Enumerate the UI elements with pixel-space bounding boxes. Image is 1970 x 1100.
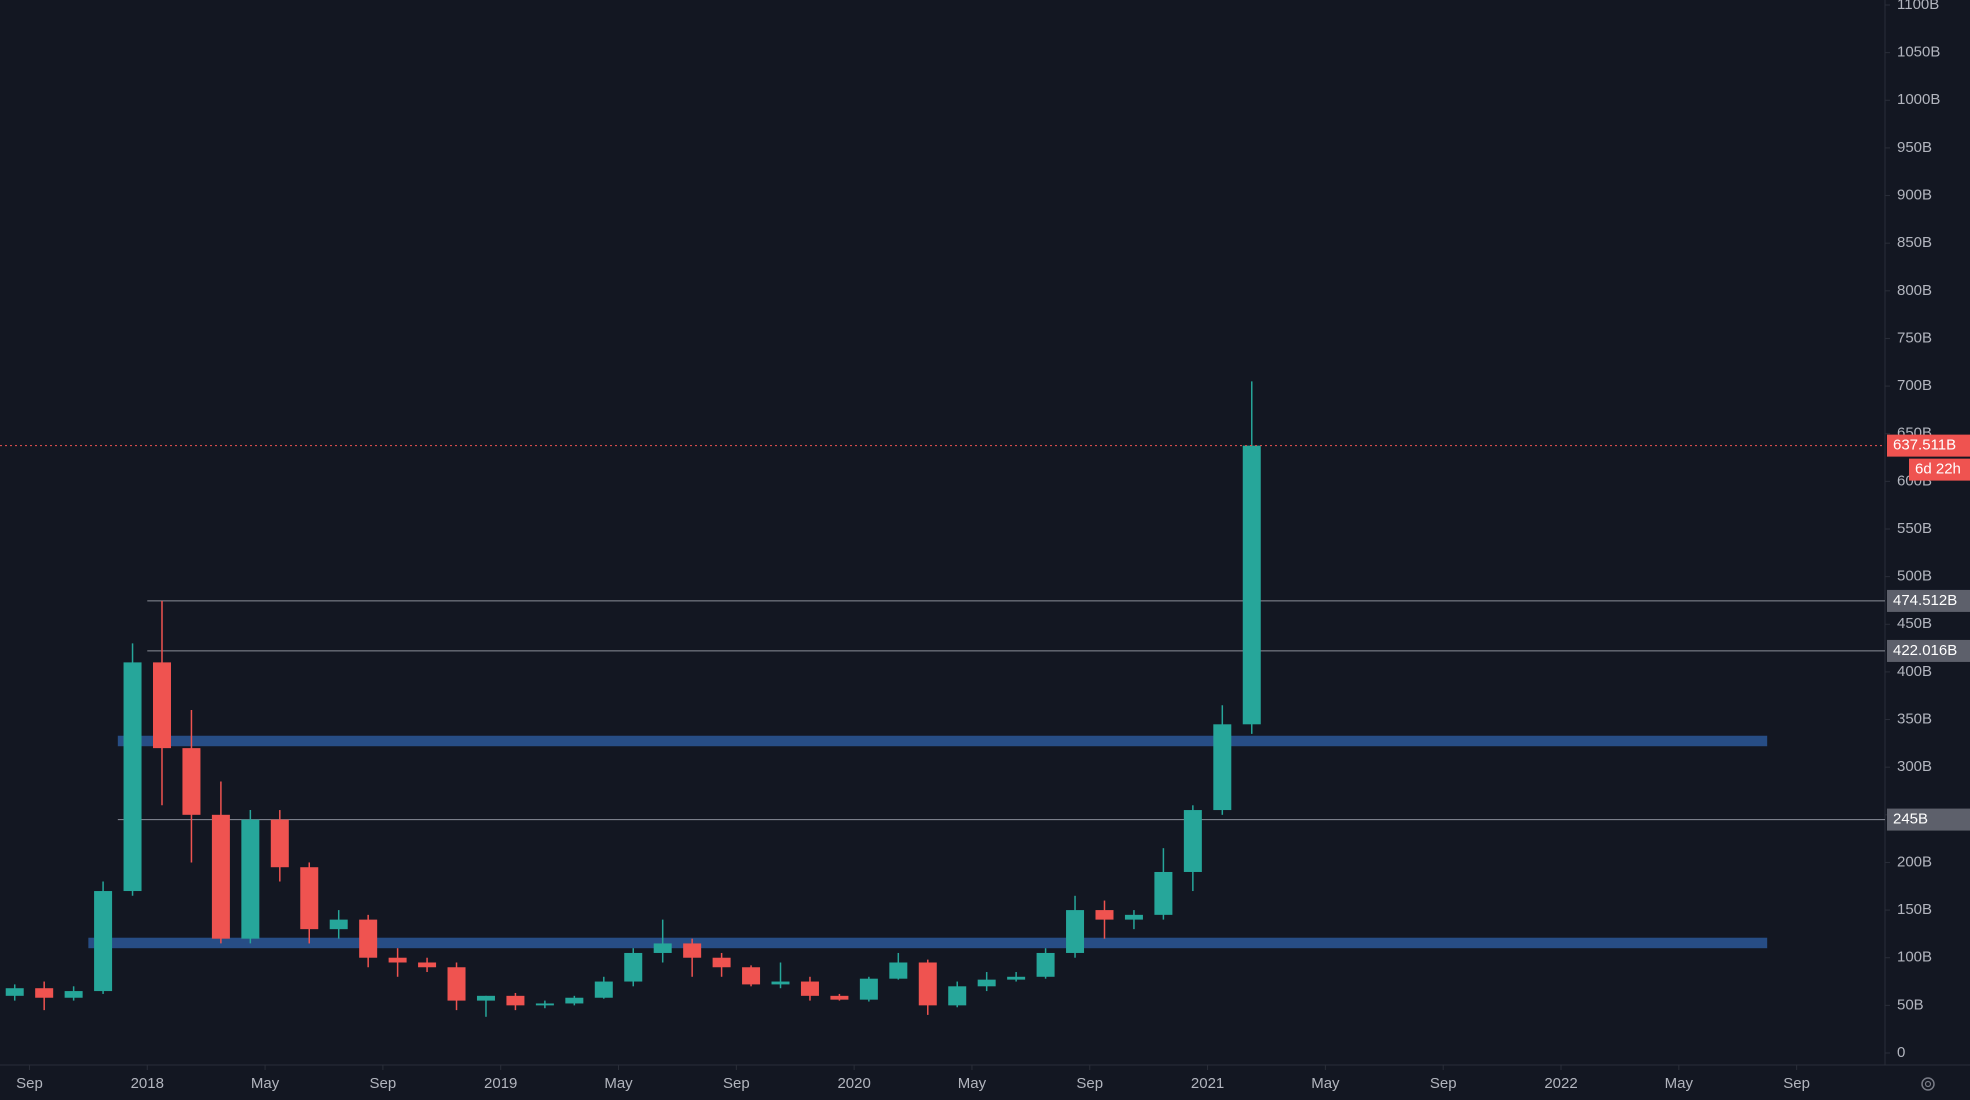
y-tick-label: 450B <box>1897 615 1932 632</box>
last-price-tag <box>1887 434 1970 457</box>
candle-body <box>1066 910 1085 953</box>
level-tag <box>1887 639 1970 662</box>
last-price-label: 637.511B <box>1893 437 1956 454</box>
candle-body <box>830 995 849 1000</box>
y-tick-label: 750B <box>1897 329 1932 346</box>
x-tick-label: 2019 <box>484 1075 517 1092</box>
candle-body <box>211 814 230 939</box>
candle-body <box>241 819 260 939</box>
candle-body <box>565 997 584 1004</box>
y-tick-label: 1050B <box>1897 44 1940 61</box>
x-tick-label: Sep <box>370 1075 397 1092</box>
x-tick-label: 2018 <box>131 1075 164 1092</box>
candle-body <box>1007 976 1026 980</box>
y-tick-label: 100B <box>1897 949 1932 966</box>
candle-body <box>94 891 113 992</box>
support-zone <box>117 735 1768 747</box>
candle-body <box>300 867 319 930</box>
candle-body <box>1154 871 1173 915</box>
candle-body <box>1213 724 1232 811</box>
candle-body <box>771 981 790 985</box>
candle-body <box>476 995 495 1001</box>
x-tick-label: Sep <box>723 1075 750 1092</box>
x-tick-label: Sep <box>16 1075 43 1092</box>
level-tag-label: 474.512B <box>1893 592 1957 609</box>
gear-hole <box>1924 1080 1932 1088</box>
candle-body <box>683 943 702 958</box>
candle-body <box>977 979 996 987</box>
x-tick-label: May <box>604 1075 633 1092</box>
candle-body <box>624 952 643 982</box>
candle-body <box>742 967 761 985</box>
level-tag-label: 422.016B <box>1893 642 1957 659</box>
y-tick-label: 850B <box>1897 234 1932 251</box>
candle-body <box>35 988 54 998</box>
candle-body <box>182 748 201 815</box>
support-zone <box>88 937 1768 949</box>
gear <box>1921 1077 1935 1091</box>
candle-body <box>535 1003 554 1006</box>
y-tick-label: 700B <box>1897 377 1932 394</box>
candle-body <box>653 943 672 953</box>
x-tick-label: 2021 <box>1191 1075 1224 1092</box>
settings-icon[interactable] <box>1921 1077 1935 1091</box>
candle-body <box>5 988 24 996</box>
candle-body <box>800 981 819 996</box>
candle-body <box>64 991 83 998</box>
candle-body <box>1242 445 1261 725</box>
y-tick-label: 950B <box>1897 139 1932 156</box>
y-tick-label: 400B <box>1897 663 1932 680</box>
candle-body <box>329 919 348 930</box>
y-tick-label: 50B <box>1897 996 1924 1013</box>
y-tick-label: 1100B <box>1897 0 1939 13</box>
candle-body <box>889 962 908 979</box>
y-tick-label: 200B <box>1897 853 1932 870</box>
y-tick-label: 0 <box>1897 1044 1905 1061</box>
x-tick-label: Sep <box>1430 1075 1457 1092</box>
candle-body <box>388 957 407 963</box>
candle-body <box>594 981 613 998</box>
y-tick-label: 300B <box>1897 758 1932 775</box>
candle-body <box>712 957 731 968</box>
candle-body <box>1036 952 1055 977</box>
candle-body <box>359 919 378 958</box>
y-tick-label: 900B <box>1897 187 1932 204</box>
y-tick-label: 500B <box>1897 568 1932 585</box>
candle-body <box>1095 910 1114 920</box>
candle-body <box>418 962 437 968</box>
x-tick-label: May <box>251 1075 280 1092</box>
candle-body <box>1183 810 1202 872</box>
y-tick-label: 1000B <box>1897 91 1940 108</box>
candle-body <box>918 962 937 1006</box>
level-tag-label: 245B <box>1893 811 1928 828</box>
x-tick-label: May <box>958 1075 987 1092</box>
candle-body <box>1124 914 1143 920</box>
y-tick-label: 350B <box>1897 711 1932 728</box>
x-tick-label: 2022 <box>1544 1075 1577 1092</box>
candle-body <box>123 662 142 892</box>
x-tick-label: May <box>1311 1075 1340 1092</box>
y-tick-label: 150B <box>1897 901 1932 918</box>
level-tag <box>1887 808 1970 831</box>
y-tick-label: 800B <box>1897 282 1932 299</box>
candle-body <box>152 662 171 749</box>
countdown-label: 6d 22h <box>1915 461 1961 478</box>
x-tick-label: Sep <box>1783 1075 1810 1092</box>
level-tag <box>1887 589 1970 612</box>
x-tick-label: Sep <box>1076 1075 1103 1092</box>
countdown-tag <box>1909 458 1970 481</box>
x-tick-label: May <box>1665 1075 1694 1092</box>
candle-body <box>859 978 878 1000</box>
candle-body <box>270 819 289 868</box>
candle-body <box>447 967 466 1001</box>
x-tick-label: 2020 <box>837 1075 870 1092</box>
candle-body <box>948 986 967 1006</box>
y-tick-label: 550B <box>1897 520 1932 537</box>
candle-body <box>506 995 525 1006</box>
